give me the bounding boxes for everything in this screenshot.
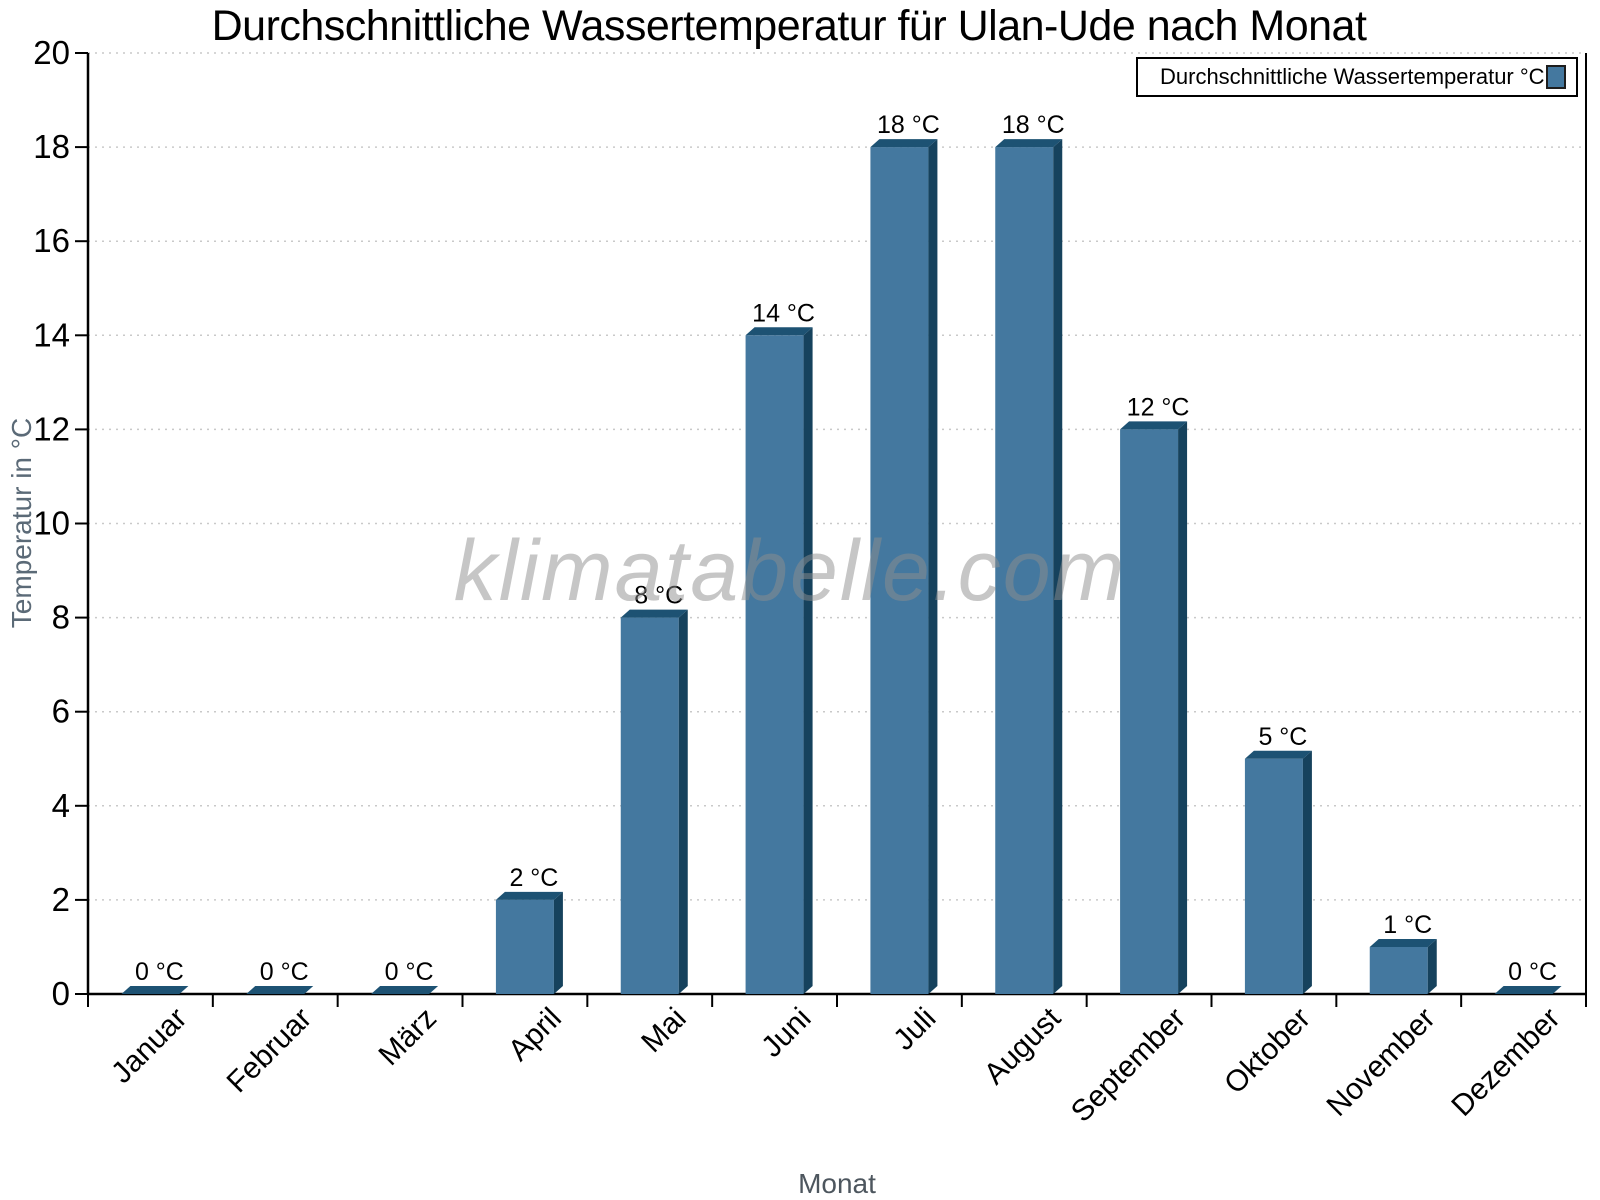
x-axis-title: Monat [798, 1168, 876, 1199]
bar-top-face [371, 986, 439, 994]
x-category-label: November [1321, 1002, 1442, 1123]
x-category-label: Juli [887, 1002, 942, 1057]
bar-side-face [678, 609, 688, 994]
bar-value-label: 0 °C [1508, 958, 1557, 986]
bar [495, 899, 554, 994]
bar-top-face [1120, 421, 1188, 430]
bar-top-face [495, 891, 563, 900]
bar [1369, 946, 1428, 994]
x-category-label: September [1065, 1002, 1192, 1129]
bar-value-label: 18 °C [1002, 111, 1065, 139]
bar [620, 617, 679, 994]
x-category-label: Februar [221, 1002, 319, 1100]
bar-side-face [1178, 421, 1188, 994]
y-tick-label: 18 [33, 128, 70, 165]
x-category-label: Dezember [1445, 1002, 1566, 1123]
bar [870, 147, 929, 995]
bar-top-face [995, 139, 1063, 148]
y-tick-label: 8 [52, 599, 70, 636]
x-category-label: Mai [635, 1002, 693, 1060]
bar-top-face [246, 986, 314, 994]
x-category-label: März [373, 1002, 443, 1072]
bar-value-label: 14 °C [752, 299, 815, 327]
bar-value-label: 2 °C [509, 864, 558, 892]
y-tick-label: 2 [52, 881, 70, 918]
y-axis-title: Temperatur in °C [6, 417, 37, 629]
y-tick-label: 10 [33, 505, 70, 542]
bar-side-face [803, 327, 813, 994]
bar-value-label: 5 °C [1258, 723, 1307, 751]
chart-title: Durchschnittliche Wassertemperatur für U… [211, 2, 1367, 50]
y-tick-label: 20 [33, 34, 70, 71]
bar-side-face [553, 891, 563, 994]
x-category-label: April [502, 1002, 568, 1068]
bar-side-face [1427, 938, 1437, 994]
bar-top-face [121, 986, 189, 994]
legend: Durchschnittliche Wassertemperatur °C [1136, 57, 1578, 97]
bar-top-face [1244, 750, 1312, 759]
bar [1120, 429, 1179, 994]
y-tick-label: 16 [33, 222, 70, 259]
bar [995, 147, 1054, 995]
bar-top-face [1494, 986, 1562, 994]
y-tick-label: 14 [33, 316, 70, 353]
legend-series-swatch-icon [1546, 65, 1566, 89]
y-tick-label: 0 [52, 975, 70, 1012]
bar-value-label: 12 °C [1127, 393, 1190, 421]
bar-value-label: 1 °C [1383, 911, 1432, 939]
bar-value-label: 8 °C [634, 582, 683, 610]
x-category-label: Januar [105, 1002, 193, 1090]
x-category-label: Juni [755, 1002, 817, 1064]
bar [1244, 758, 1303, 994]
bar-top-face [620, 609, 688, 618]
bar-side-face [1053, 139, 1063, 995]
legend-label: Durchschnittliche Wassertemperatur °C [1160, 64, 1545, 89]
bar-value-label: 0 °C [135, 958, 184, 986]
bar-value-label: 18 °C [877, 111, 940, 139]
bar-top-face [870, 139, 938, 148]
bar-value-label: 0 °C [260, 958, 309, 986]
bar-side-face [1302, 750, 1312, 994]
bar-top-face [745, 327, 813, 336]
bar-top-face [1369, 938, 1437, 947]
bar-side-face [928, 139, 938, 995]
y-tick-label: 6 [52, 693, 70, 730]
bar-value-label: 0 °C [385, 958, 434, 986]
bar [745, 335, 804, 994]
x-category-label: August [978, 1001, 1068, 1091]
x-category-label: Oktober [1218, 1002, 1317, 1101]
y-tick-label: 4 [52, 787, 70, 824]
y-tick-label: 12 [33, 410, 70, 447]
